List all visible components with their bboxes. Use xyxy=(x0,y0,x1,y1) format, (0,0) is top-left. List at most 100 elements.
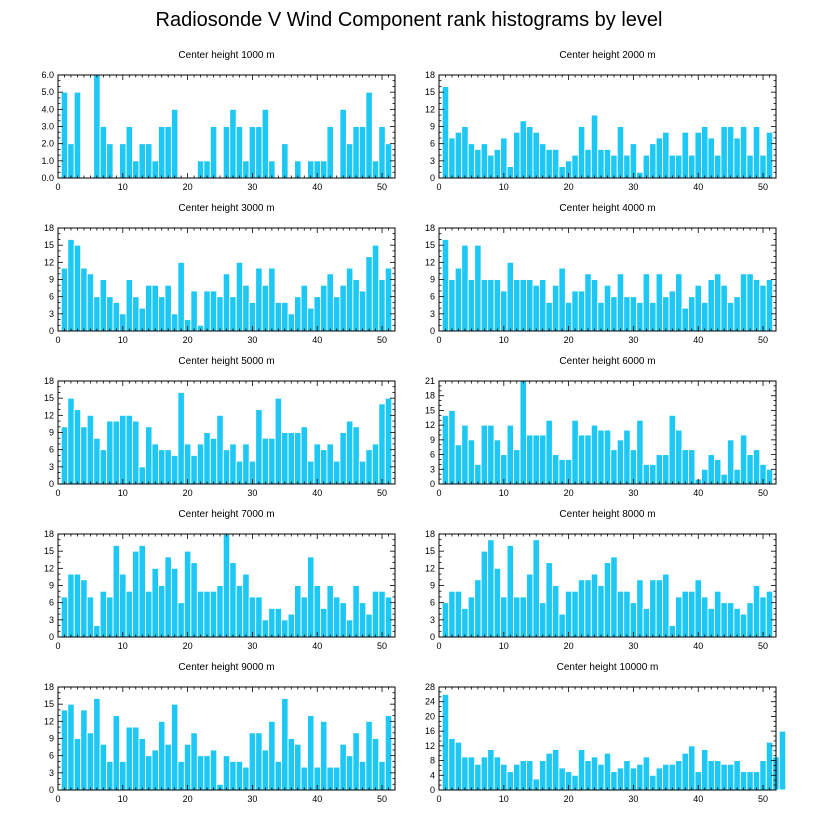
y-tick-label: 3.0 xyxy=(41,122,54,132)
histogram-bar xyxy=(558,613,566,638)
histogram-bar xyxy=(480,279,489,332)
histogram-bar xyxy=(616,126,625,179)
histogram-bar xyxy=(151,160,159,179)
x-tick-label: 0 xyxy=(436,335,441,345)
x-tick-label: 20 xyxy=(183,182,193,192)
histogram-bar xyxy=(73,738,82,791)
histogram-bar xyxy=(158,720,166,791)
histogram-bar xyxy=(513,596,521,638)
panel-title: Center height 6000 m xyxy=(559,356,655,367)
histogram-bar xyxy=(112,301,121,332)
panel-title: Center height 9000 m xyxy=(178,662,274,673)
histogram-bar xyxy=(183,443,192,485)
x-tick-label: 20 xyxy=(564,182,574,192)
histogram-bar xyxy=(268,267,276,332)
histogram-bar xyxy=(642,607,651,638)
x-tick-label: 30 xyxy=(247,488,257,498)
y-tick-label: 0 xyxy=(430,785,435,795)
x-tick-label: 0 xyxy=(436,794,441,804)
histogram-bar xyxy=(701,749,709,791)
histogram-bar xyxy=(765,590,774,638)
y-tick-label: 9 xyxy=(49,734,54,744)
histogram-bar xyxy=(106,420,114,485)
histogram-bar xyxy=(287,432,295,485)
histogram-bar xyxy=(746,602,754,638)
histogram-bar xyxy=(681,307,689,332)
histogram-bar xyxy=(274,760,283,791)
page-title: Radiosonde V Wind Component rank histogr… xyxy=(155,9,663,31)
histogram-bar xyxy=(106,296,114,332)
histogram-bar xyxy=(720,126,728,179)
y-tick-label: 6.0 xyxy=(41,70,54,80)
histogram-bar xyxy=(170,108,179,179)
histogram-bar xyxy=(545,419,553,485)
histogram-bar xyxy=(164,284,172,332)
histogram-bar xyxy=(73,573,82,638)
y-tick-label: 6 xyxy=(49,445,54,455)
histogram-bar xyxy=(86,732,95,791)
histogram-bar xyxy=(281,619,289,638)
histogram-bar xyxy=(177,760,185,791)
x-tick-label: 30 xyxy=(628,335,638,345)
histogram-bar xyxy=(125,414,133,485)
histogram-bar xyxy=(649,301,657,332)
x-tick-label: 10 xyxy=(499,335,509,345)
histogram-bar xyxy=(623,760,631,791)
histogram-bar xyxy=(668,290,676,332)
histogram-bar xyxy=(67,238,75,332)
histogram-bar xyxy=(287,613,295,638)
histogram-bar xyxy=(642,463,651,485)
histogram-bar xyxy=(242,443,250,485)
x-tick-label: 10 xyxy=(118,488,128,498)
histogram-bar xyxy=(519,279,527,332)
histogram-bar xyxy=(255,732,263,791)
histogram-bar xyxy=(441,85,450,179)
histogram-bar xyxy=(532,284,540,332)
histogram-bar xyxy=(539,434,547,485)
histogram-bar xyxy=(707,137,715,179)
histogram-bar xyxy=(313,296,321,332)
histogram-panel: Center height 4000 m 0 10 20 30 40 50 0 3 6 9 12 15 1… xyxy=(425,203,777,345)
histogram-bar xyxy=(229,108,237,179)
histogram-bar xyxy=(526,126,534,179)
panel-title: Center height 4000 m xyxy=(559,203,655,214)
histogram-bar xyxy=(746,454,754,485)
histogram-bar xyxy=(86,414,95,485)
histogram-bar xyxy=(681,449,689,485)
histogram-bar xyxy=(326,273,334,332)
histogram-bar xyxy=(746,273,754,332)
panel-title: Center height 1000 m xyxy=(178,50,274,61)
histogram-bar xyxy=(726,126,735,179)
histogram-bar xyxy=(119,414,127,485)
histogram-bar xyxy=(616,767,625,791)
histogram-bar xyxy=(474,579,482,638)
y-tick-label: 15 xyxy=(425,87,435,97)
histogram-bar xyxy=(584,579,592,638)
histogram-bar xyxy=(203,590,211,638)
x-tick-label: 10 xyxy=(118,641,128,651)
histogram-bar xyxy=(765,741,774,791)
histogram-bar xyxy=(294,743,302,791)
histogram-bar xyxy=(584,434,592,485)
histogram-bar xyxy=(590,424,599,485)
histogram-bar xyxy=(352,279,360,332)
histogram-bar xyxy=(365,256,373,332)
histogram-bar xyxy=(701,301,709,332)
histogram-bar xyxy=(145,143,153,179)
histogram-bar xyxy=(662,573,670,638)
histogram-bar xyxy=(287,313,295,332)
histogram-bar xyxy=(371,443,380,485)
histogram-bar xyxy=(487,154,495,179)
histogram-bar xyxy=(603,148,612,179)
histogram-panel: Center height 1000 m 0 10 20 30 40 50 0.0 1.0 2.0… xyxy=(41,50,396,192)
x-tick-label: 50 xyxy=(758,335,768,345)
histogram-bar xyxy=(93,697,101,791)
histogram-bar xyxy=(170,703,179,791)
histogram-bar xyxy=(345,619,354,638)
histogram-bar xyxy=(119,573,127,638)
histogram-bar xyxy=(352,732,360,791)
histogram-bar xyxy=(332,296,341,332)
histogram-bar xyxy=(320,160,328,179)
histogram-bar xyxy=(222,533,231,638)
y-tick-label: 3 xyxy=(430,309,435,319)
